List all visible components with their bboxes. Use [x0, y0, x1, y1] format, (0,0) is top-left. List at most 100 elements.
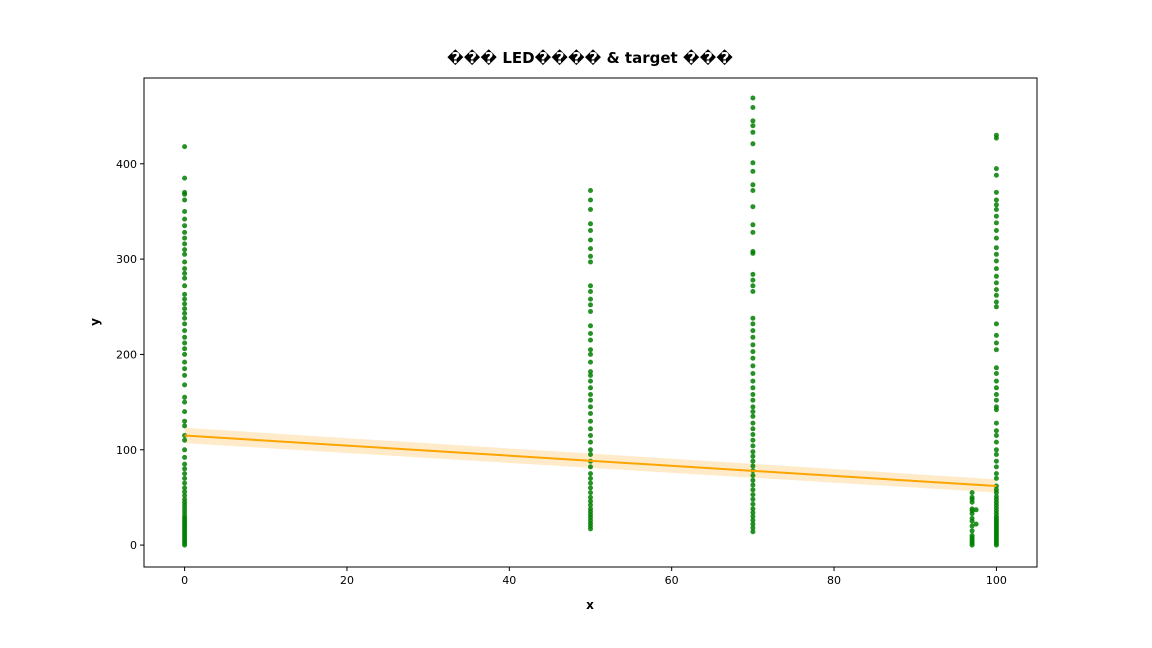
data-point	[182, 334, 188, 340]
data-point	[993, 280, 999, 286]
data-point	[750, 371, 756, 376]
data-point	[182, 493, 188, 498]
data-point	[993, 245, 999, 251]
y-tick-label: 400	[116, 158, 137, 171]
data-point	[182, 418, 188, 424]
data-point	[993, 258, 999, 264]
data-point	[750, 277, 756, 283]
data-point	[588, 323, 593, 329]
data-point	[750, 510, 756, 516]
data-point	[993, 132, 999, 138]
data-point	[182, 223, 188, 229]
plot-area	[182, 95, 999, 548]
data-point	[182, 359, 188, 365]
data-point	[750, 271, 756, 277]
data-point	[993, 197, 999, 203]
data-point	[993, 292, 999, 298]
data-point	[182, 296, 188, 302]
data-point	[993, 202, 999, 208]
data-point	[588, 392, 593, 397]
data-point	[993, 235, 999, 241]
data-point	[182, 480, 188, 486]
data-point	[588, 385, 593, 391]
data-point	[182, 471, 188, 477]
data-point	[993, 189, 999, 195]
data-point	[588, 471, 593, 477]
data-point	[750, 222, 756, 228]
data-point	[588, 289, 593, 294]
data-point	[588, 426, 593, 432]
data-point	[750, 95, 756, 101]
x-axis-ticks: 0 20 40 60 80 100	[181, 567, 1007, 587]
data-point	[182, 372, 188, 378]
x-tick-label: 100	[986, 574, 1007, 587]
data-point	[750, 482, 756, 488]
data-point	[182, 466, 188, 472]
data-point	[750, 378, 756, 384]
data-point	[750, 473, 756, 478]
data-point	[993, 287, 999, 293]
data-point	[750, 453, 756, 459]
data-point	[750, 342, 756, 348]
data-point	[588, 188, 593, 193]
data-point	[993, 213, 999, 219]
data-point	[993, 385, 999, 391]
data-point	[182, 321, 188, 327]
data-point	[969, 494, 975, 500]
data-point	[750, 492, 756, 498]
data-point	[993, 220, 999, 226]
data-point	[588, 337, 593, 343]
data-point	[993, 464, 999, 470]
data-point	[750, 432, 756, 437]
x-tick-label: 0	[181, 574, 188, 587]
data-point	[750, 289, 756, 294]
data-point	[750, 397, 756, 403]
data-point	[750, 363, 756, 369]
data-point	[182, 475, 188, 481]
data-point	[993, 207, 999, 212]
x-tick-label: 20	[340, 574, 354, 587]
data-point	[182, 291, 188, 297]
data-point	[750, 141, 756, 147]
data-point	[182, 485, 188, 491]
data-point	[969, 523, 975, 529]
data-point	[993, 332, 999, 338]
data-point	[588, 452, 593, 457]
data-point	[750, 355, 756, 361]
data-point	[993, 321, 999, 327]
data-point	[750, 129, 756, 135]
data-point	[182, 247, 188, 253]
data-point	[588, 498, 593, 504]
data-point	[588, 475, 593, 481]
data-point	[750, 118, 756, 124]
x-axis-label: x	[586, 598, 594, 612]
data-point	[182, 454, 188, 460]
data-point	[750, 105, 756, 110]
data-point	[750, 501, 756, 507]
data-point	[993, 420, 999, 426]
data-point	[588, 485, 593, 491]
data-point	[182, 351, 188, 357]
data-point	[182, 382, 188, 388]
data-point	[588, 490, 593, 496]
data-point	[182, 144, 188, 150]
data-point	[993, 273, 999, 279]
data-point	[750, 426, 756, 432]
data-point	[182, 175, 188, 181]
data-point	[993, 299, 999, 305]
y-tick-label: 200	[116, 348, 137, 361]
data-point	[750, 123, 756, 129]
data-point	[993, 452, 999, 457]
data-point	[182, 328, 188, 334]
x-tick-label: 80	[827, 574, 841, 587]
data-point	[182, 266, 188, 272]
data-point	[588, 351, 593, 357]
data-point	[750, 204, 756, 210]
data-point	[182, 189, 188, 195]
data-point	[993, 347, 999, 353]
data-point	[750, 188, 756, 193]
data-point	[750, 283, 756, 289]
data-point	[750, 321, 756, 327]
data-point	[182, 306, 188, 312]
